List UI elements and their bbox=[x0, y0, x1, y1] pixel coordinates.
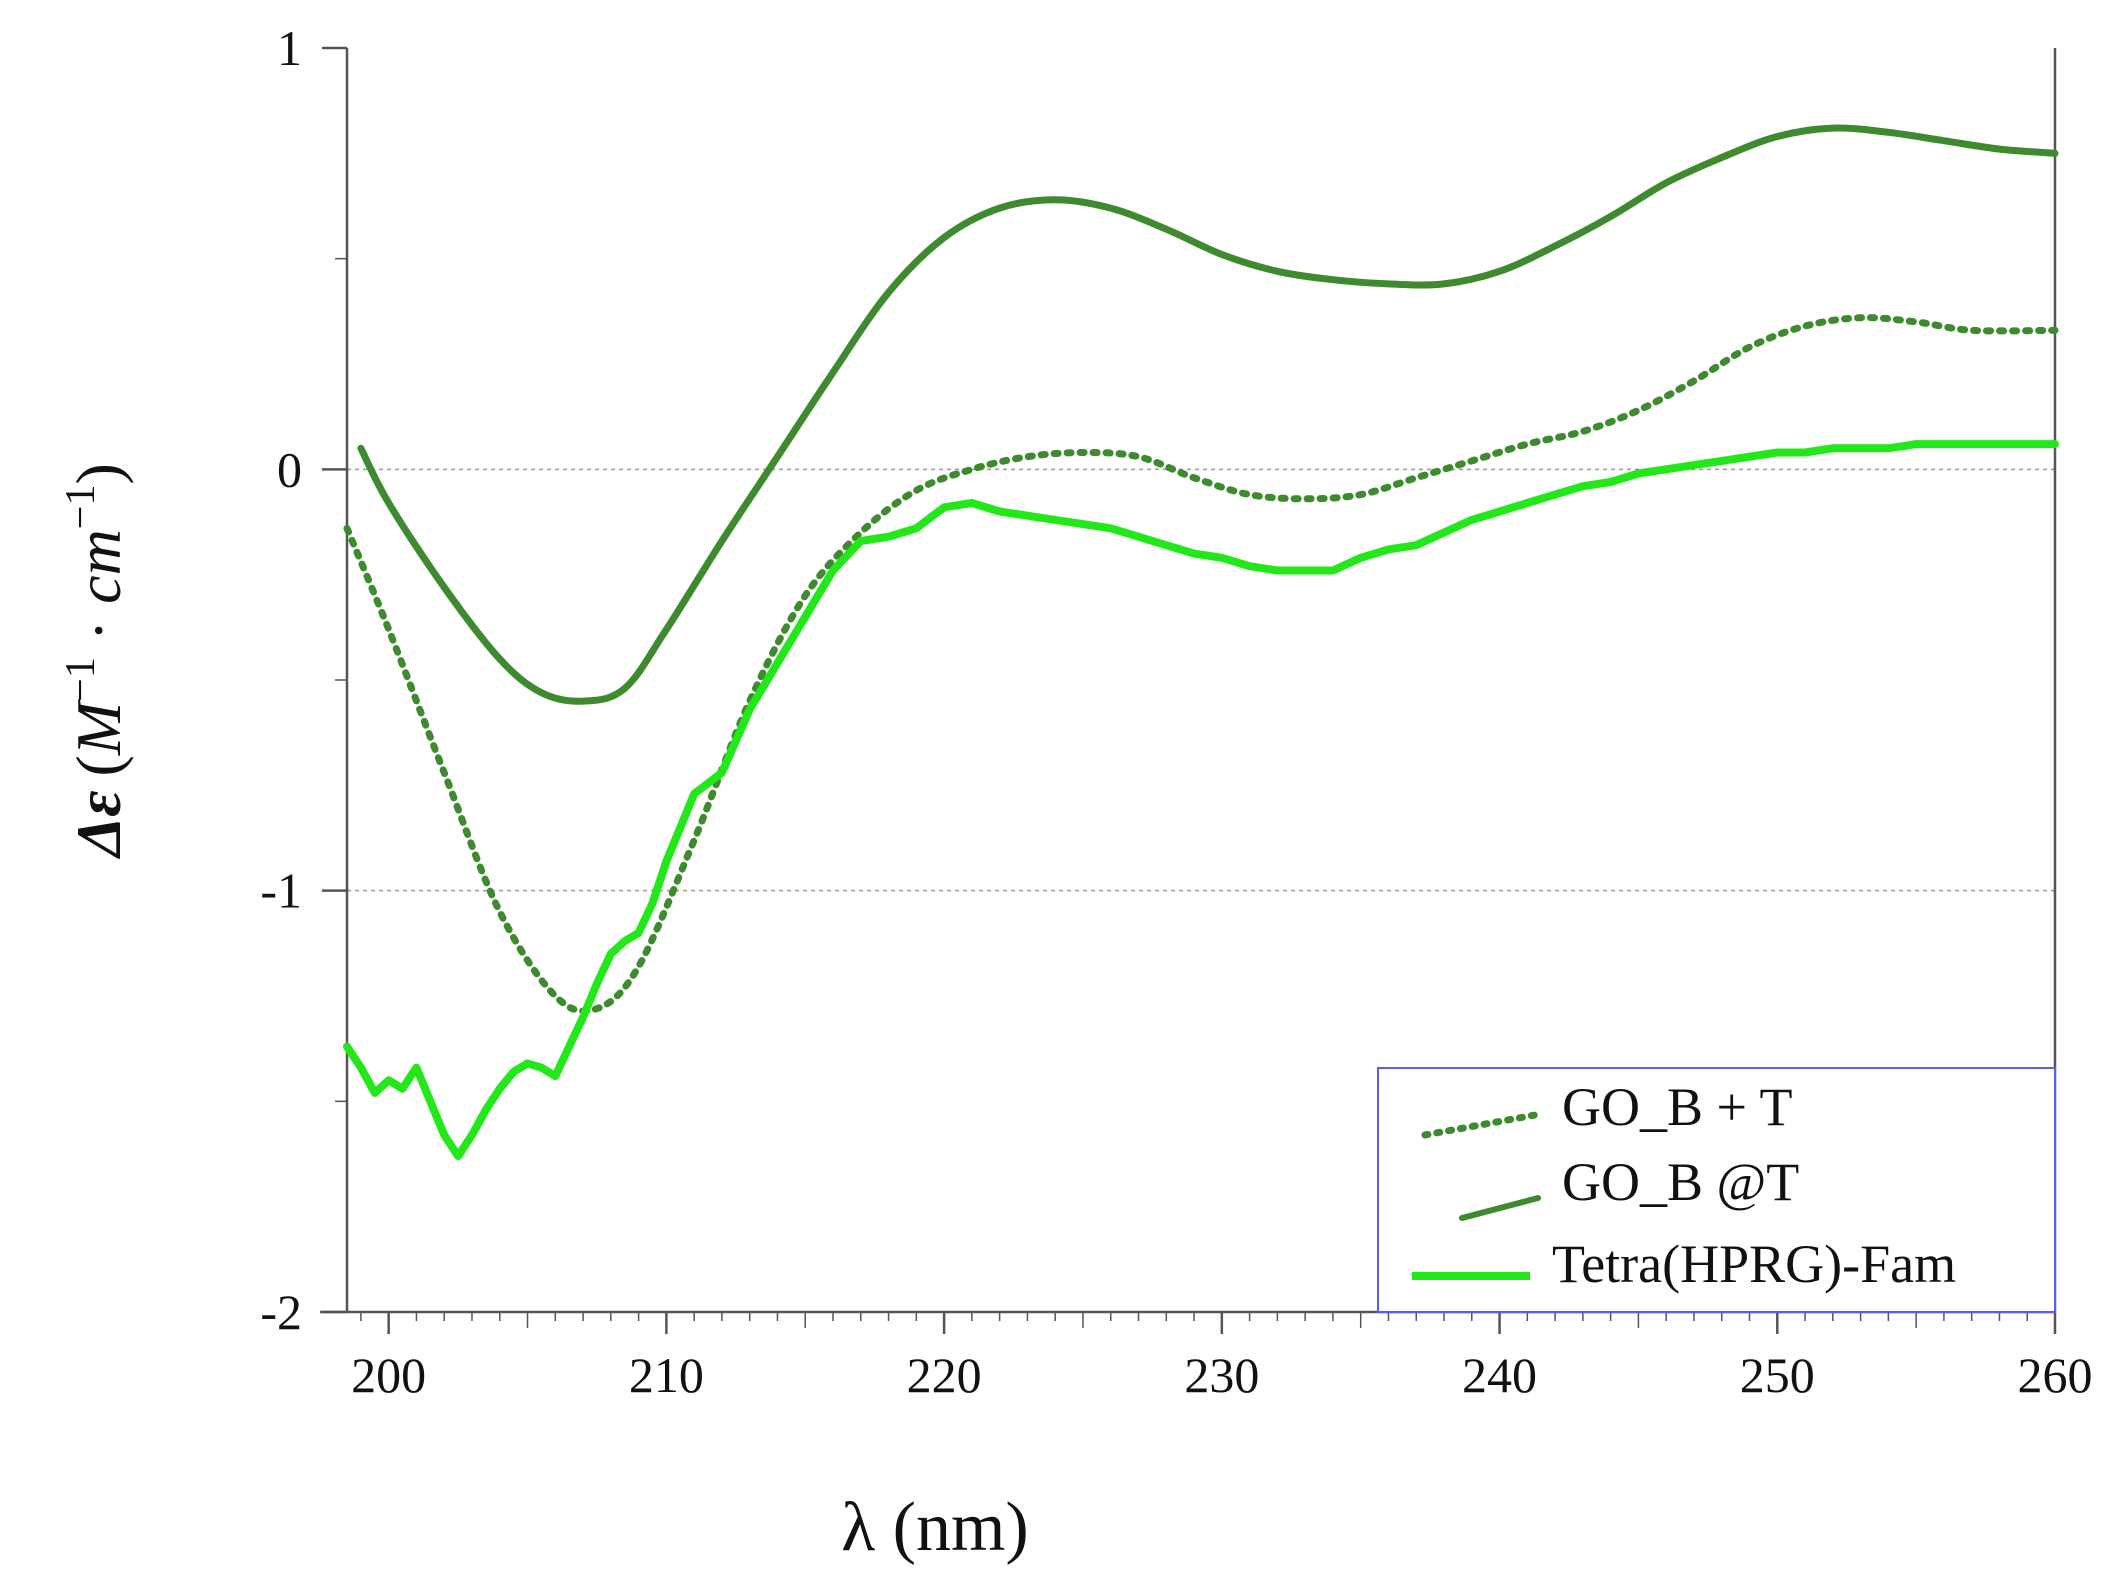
legend-label-go-b-at-t: GO_B @T bbox=[1562, 1152, 1799, 1212]
ticks: 200 210 220 230 240 250 260 -2 -1 0 1 bbox=[260, 20, 2092, 1403]
x-tick-label-250: 250 bbox=[1740, 1347, 1815, 1403]
series-layer bbox=[343, 124, 2059, 1161]
series-line-go-b-t bbox=[343, 314, 2059, 1015]
y-tick-label-1: 1 bbox=[277, 20, 302, 76]
x-tick-label-220: 220 bbox=[907, 1347, 982, 1403]
y-axis-title-exp2: −1 bbox=[58, 485, 104, 530]
legend-swatch-go-b-at-t bbox=[1459, 1195, 1541, 1221]
y-axis-title-dot: · bbox=[63, 604, 134, 657]
y-axis-title-symbol: Δε bbox=[63, 790, 134, 859]
y-axis-title-close: ) bbox=[63, 463, 134, 484]
y-axis-title-m: M bbox=[63, 698, 134, 756]
legend-swatch-go-b-t bbox=[1421, 1111, 1539, 1139]
x-tick-label-230: 230 bbox=[1184, 1347, 1259, 1403]
legend: GO_B + T GO_B @T Tetra(HPRG)-Fam bbox=[1377, 1067, 2056, 1313]
legend-label-go-b-t: GO_B + T bbox=[1562, 1077, 1792, 1137]
legend-box bbox=[1377, 1067, 2056, 1313]
x-axis-title: λ (nm) bbox=[841, 1489, 1029, 1566]
y-tick-label-0: 0 bbox=[277, 441, 302, 497]
y-axis-title: Δε(M−1 · cm−1) bbox=[58, 463, 134, 860]
legend-label-tetra-hprg-fam: Tetra(HPRG)-Fam bbox=[1552, 1234, 1956, 1294]
series-line-go-b-t bbox=[357, 124, 2059, 705]
y-axis-title-open: ( bbox=[63, 755, 134, 776]
x-tick-label-210: 210 bbox=[629, 1347, 704, 1403]
y-axis-title-cm: cm bbox=[63, 529, 134, 604]
x-tick-label-240: 240 bbox=[1462, 1347, 1537, 1403]
y-tick-label--2: -2 bbox=[260, 1284, 302, 1340]
y-tick-label--1: -1 bbox=[260, 863, 302, 919]
x-tick-label-260: 260 bbox=[2018, 1347, 2093, 1403]
x-tick-label-200: 200 bbox=[351, 1347, 426, 1403]
y-axis-title-exp1: −1 bbox=[58, 657, 104, 702]
series-line-tetra-hprg-fam bbox=[343, 440, 2059, 1161]
